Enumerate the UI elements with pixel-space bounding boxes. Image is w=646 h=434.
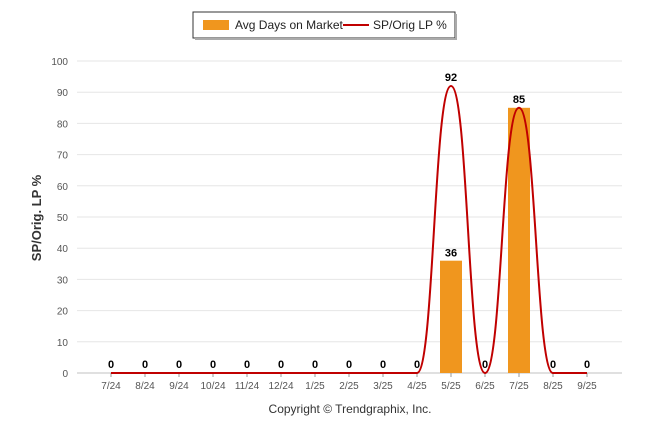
y-tick-label-6: 60 xyxy=(57,182,69,193)
line-data-label-11: 0 xyxy=(482,359,488,371)
line-data-label-0: 0 xyxy=(108,359,114,371)
line-data-label-7: 0 xyxy=(346,359,352,371)
y-tick-label-0: 0 xyxy=(62,369,68,380)
x-tick-label-1: 8/24 xyxy=(135,381,155,392)
y-tick-label-5: 50 xyxy=(57,213,69,224)
x-tick-label-13: 8/25 xyxy=(543,381,563,392)
y-tick-label-4: 40 xyxy=(57,244,69,255)
legend-label-bar: Avg Days on Market xyxy=(235,18,343,32)
y-tick-label-2: 20 xyxy=(57,307,69,318)
line-data-label-3: 0 xyxy=(210,359,216,371)
bar-data-label-10: 36 xyxy=(445,248,457,260)
bar-12 xyxy=(508,107,530,374)
x-axis-ticks: 7/24 8/24 9/24 10/24 11/24 12/24 1/25 2/25 3/25 4… xyxy=(77,372,622,392)
line-data-label-10: 92 xyxy=(445,72,457,84)
x-tick-label-9: 4/25 xyxy=(407,381,427,392)
y-tick-label-7: 70 xyxy=(57,151,69,162)
x-tick-label-5: 12/24 xyxy=(268,381,293,392)
legend-label-line: SP/Orig LP % xyxy=(373,18,447,32)
line-data-label-12: 85 xyxy=(513,94,525,106)
x-tick-label-7: 2/25 xyxy=(339,381,359,392)
sp-orig-lp-line xyxy=(111,84,587,375)
x-tick-label-6: 1/25 xyxy=(305,381,325,392)
x-tick-label-8: 3/25 xyxy=(373,381,393,392)
line-data-label-8: 0 xyxy=(380,359,386,371)
x-tick-label-12: 7/25 xyxy=(509,381,529,392)
bar-10 xyxy=(440,260,462,373)
y-tick-label-8: 80 xyxy=(57,119,69,130)
copyright-text: Copyright © Trendgraphix, Inc. xyxy=(269,402,432,416)
y-tick-label-9: 90 xyxy=(57,88,69,99)
bar-series xyxy=(440,107,530,374)
y-axis-ticks: 0 10 20 30 40 50 60 70 80 90 100 xyxy=(51,57,68,380)
y-tick-label-10: 100 xyxy=(51,57,68,68)
line-data-label-6: 0 xyxy=(312,359,318,371)
line-series xyxy=(111,84,587,375)
legend-box xyxy=(192,11,456,39)
line-data-label-4: 0 xyxy=(244,359,250,371)
line-data-label-9: 0 xyxy=(414,359,420,371)
x-tick-label-3: 10/24 xyxy=(200,381,225,392)
line-data-label-14: 0 xyxy=(584,359,590,371)
x-tick-label-0: 7/24 xyxy=(101,381,121,392)
legend-swatch-bar xyxy=(203,20,229,30)
y-axis-label: SP/Orig. LP % xyxy=(29,174,44,261)
data-labels: 0 0 0 0 0 0 0 0 0 0 92 0 85 0 0 36 xyxy=(108,72,590,371)
line-data-label-1: 0 xyxy=(142,359,148,371)
x-tick-label-4: 11/24 xyxy=(235,381,260,392)
x-tick-label-11: 6/25 xyxy=(475,381,495,392)
line-data-label-13: 0 xyxy=(550,359,556,371)
line-data-label-5: 0 xyxy=(278,359,284,371)
gridlines xyxy=(77,60,622,374)
line-data-label-2: 0 xyxy=(176,359,182,371)
x-tick-label-14: 9/25 xyxy=(577,381,597,392)
legend: Avg Days on Market SP/Orig LP % xyxy=(192,11,457,40)
x-tick-label-10: 5/25 xyxy=(441,381,461,392)
y-tick-label-1: 10 xyxy=(57,338,69,349)
x-tick-label-2: 9/24 xyxy=(169,381,189,392)
y-tick-label-3: 30 xyxy=(57,275,69,286)
